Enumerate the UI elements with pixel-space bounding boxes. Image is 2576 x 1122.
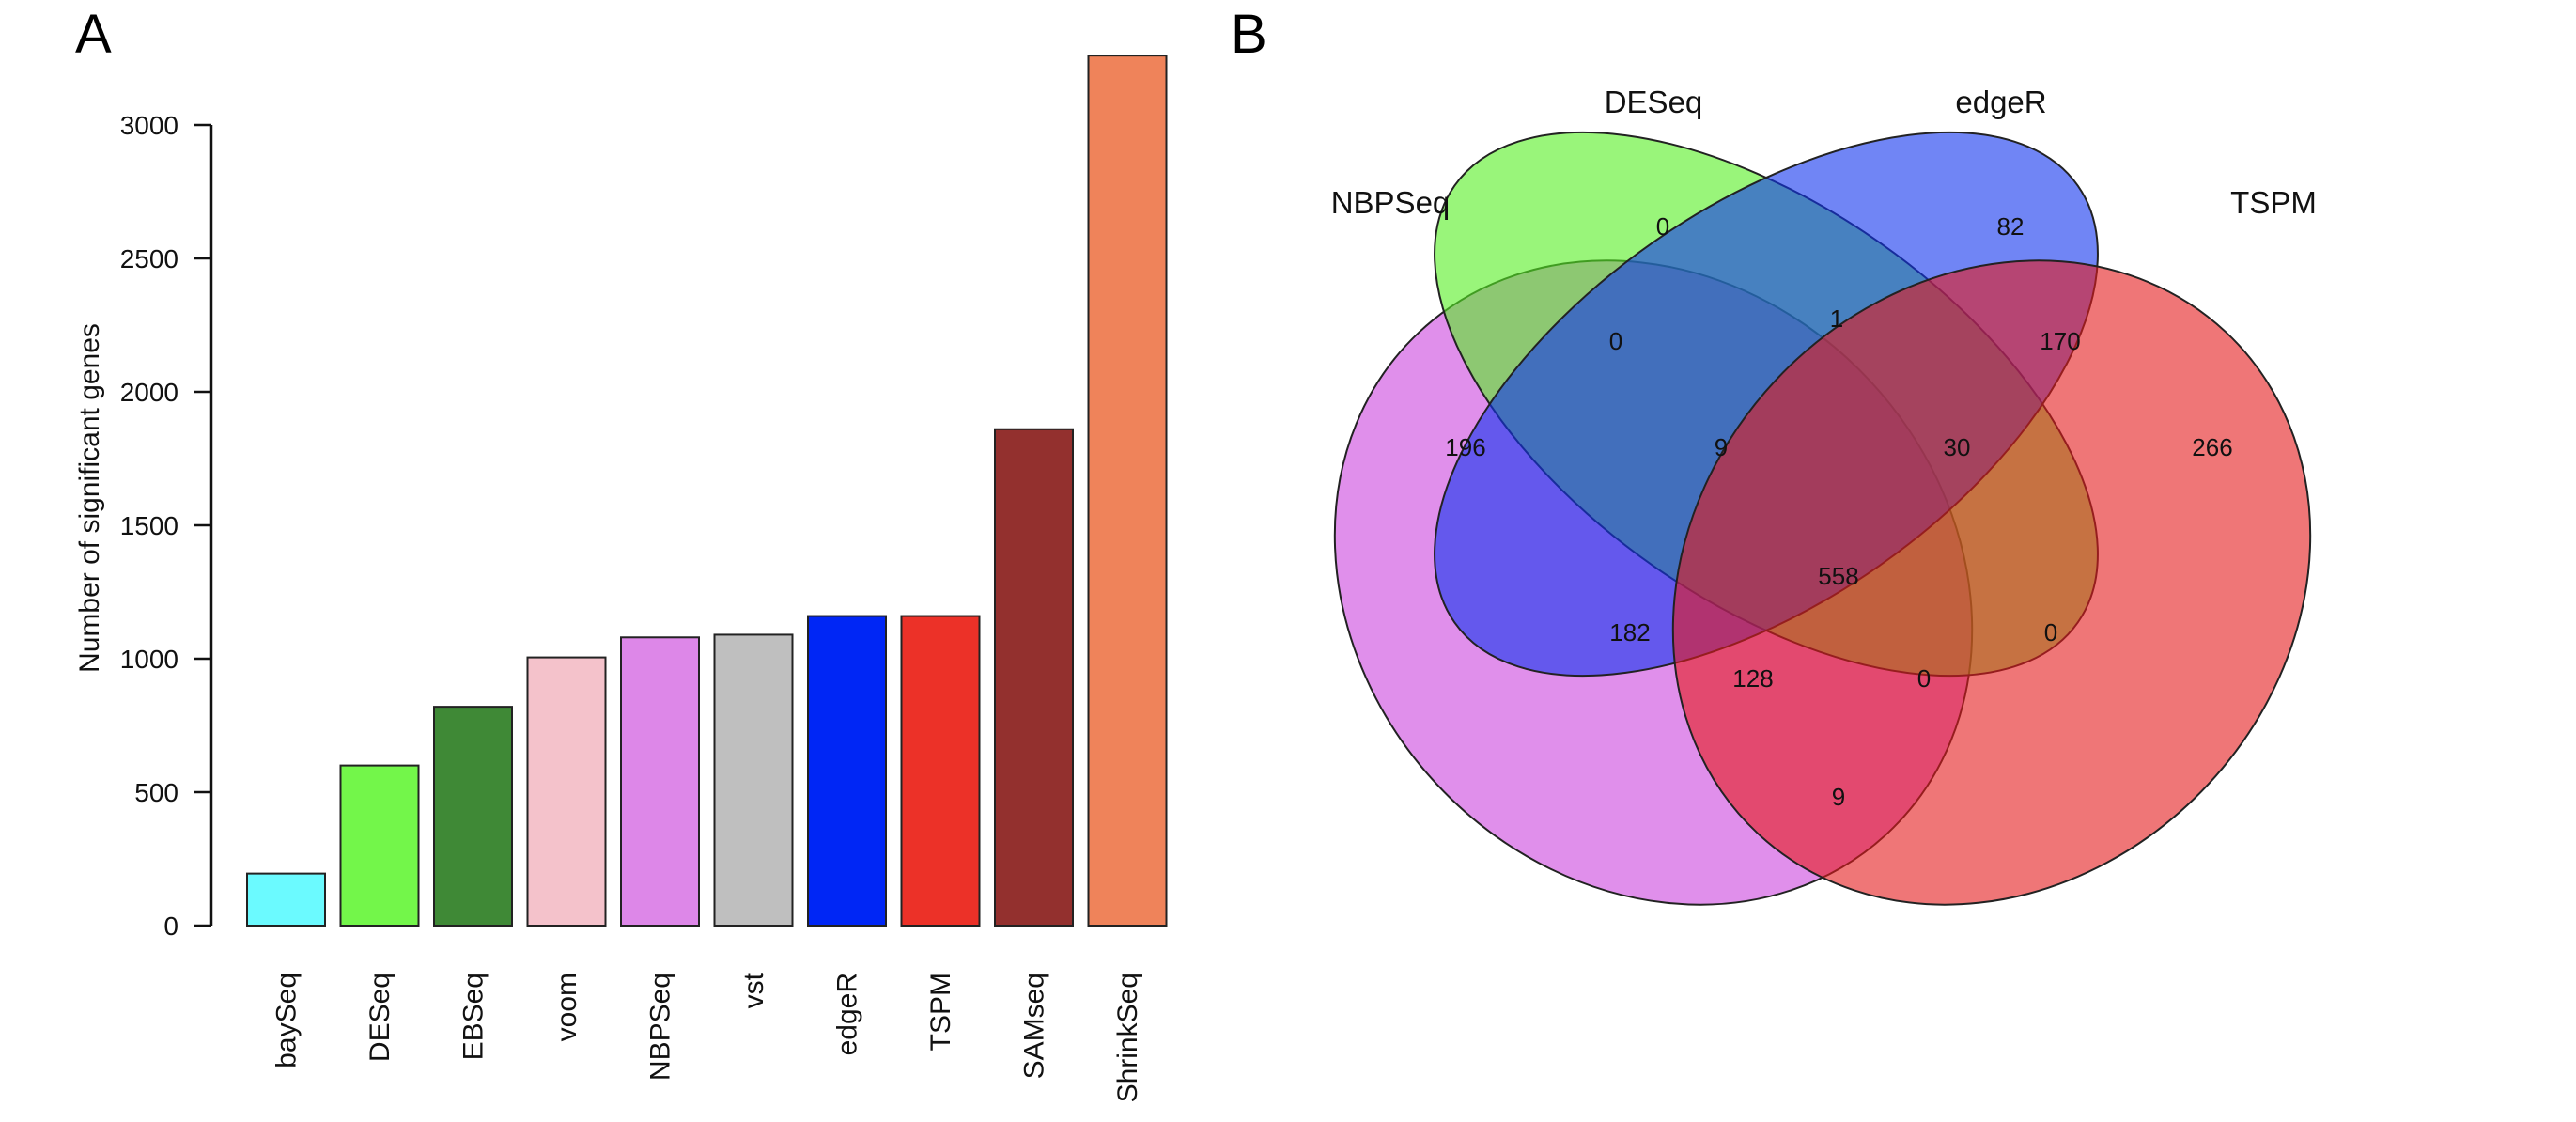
panel-a-letter: A	[75, 4, 112, 65]
y-tick-label: 1500	[120, 511, 178, 540]
bar-tspm	[900, 615, 981, 927]
venn-region-nbpseq-tspm: 9	[1832, 783, 1845, 811]
x-tick-label-nbpseq: NBPSeq	[645, 973, 676, 1081]
venn-ellipses	[1333, 131, 2312, 906]
x-tick-label-voom: voom	[551, 973, 582, 1041]
venn-region-tspm: 266	[2192, 433, 2232, 461]
venn-region-labels: 196 0 82 266 0 1 170 9 30 558 182 0 128 0 9	[1445, 212, 2232, 811]
bars	[246, 55, 1168, 927]
bar-edger	[807, 615, 887, 927]
x-tick-label-deseq: DESeq	[365, 973, 396, 1062]
venn-region-deseq-tspm: 0	[2044, 618, 2057, 647]
x-tick-label-bayseq: baySeq	[272, 973, 303, 1068]
x-tick-label-vst: vst	[738, 972, 769, 1008]
y-tick-label: 2000	[120, 378, 178, 407]
venn-set-label-edger: edgeR	[1955, 85, 2046, 119]
venn-region-nbpseq-edger: 182	[1609, 618, 1650, 647]
y-axis: 0 500 1000 1500 2000 2500 3000	[120, 111, 213, 941]
venn-region-nbpseq: 196	[1445, 433, 1485, 461]
panel-b-letter: B	[1231, 4, 1267, 65]
y-axis-title: Number of significant genes	[74, 323, 105, 673]
y-tick-label: 2500	[120, 244, 178, 273]
y-tick-label: 500	[134, 778, 178, 807]
venn-set-tspm	[1671, 259, 2312, 906]
y-tick-label: 3000	[120, 111, 178, 140]
x-tick-label-edger: edgeR	[832, 973, 863, 1055]
x-tick-label-tspm: TSPM	[925, 973, 956, 1051]
bar-samseq	[994, 428, 1074, 927]
venn-region-nbpseq-edger-tspm: 128	[1732, 664, 1773, 693]
x-tick-label-shrinkseq: ShrinkSeq	[1112, 973, 1143, 1102]
venn-diagram-panel: B NBPSeq DESeq edgeR TSPM 196 0 82 266 0 1 170 9 30…	[1231, 4, 2317, 906]
venn-region-edger-tspm: 170	[2040, 327, 2080, 355]
venn-region-nbpseq-deseq: 0	[1609, 327, 1622, 355]
bar-ebseq	[433, 706, 513, 927]
bar-shrinkseq	[1087, 55, 1168, 927]
venn-region-deseq: 0	[1656, 212, 1669, 241]
bar-nbpseq	[620, 636, 700, 927]
venn-set-label-tspm: TSPM	[2230, 185, 2317, 220]
x-axis-labels: baySeq DESeq EBSeq voom NBPSeq vst edgeR TSPM SA…	[272, 972, 1144, 1102]
venn-region-nbpseq-deseq-edger-tspm: 558	[1818, 562, 1858, 590]
bar-bayseq	[246, 872, 326, 927]
x-tick-label-ebseq: EBSeq	[458, 973, 489, 1060]
venn-region-deseq-edger: 1	[1830, 304, 1843, 333]
bar-vst	[713, 633, 794, 927]
venn-region-edger: 82	[1997, 212, 2025, 241]
venn-set-label-nbpseq: NBPSeq	[1331, 185, 1451, 220]
y-tick-label: 0	[163, 912, 178, 941]
venn-region-nbpseq-deseq-edger: 9	[1715, 433, 1728, 461]
bar-deseq	[339, 764, 420, 927]
y-tick-label: 1000	[120, 645, 178, 674]
venn-region-nbpseq-deseq-tspm: 0	[1917, 664, 1931, 693]
x-tick-label-samseq: SAMseq	[1019, 973, 1050, 1079]
venn-region-deseq-edger-tspm: 30	[1944, 433, 1971, 461]
bar-voom	[526, 656, 607, 927]
bar-chart-panel: A Number of significant genes 0 500 1000 15…	[74, 4, 1168, 1102]
venn-set-label-deseq: DESeq	[1605, 85, 1703, 119]
venn-set-labels: NBPSeq DESeq edgeR TSPM	[1331, 85, 2317, 220]
